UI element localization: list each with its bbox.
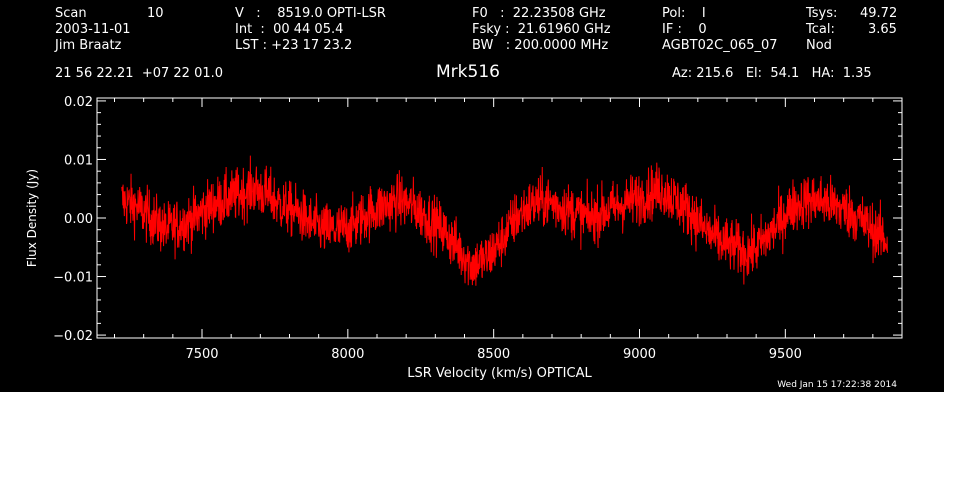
observer-name: Jim Braatz — [55, 38, 122, 53]
y-tick-label: −0.02 — [53, 329, 93, 344]
y-tick-label: 0.01 — [64, 153, 93, 168]
spectrum-chart: 7500 8000 8500 9000 9500 −0.02 −0.01 0.00 0.01 0.… — [25, 95, 903, 381]
az-el-ha: Az: 215.6 El: 54.1 HA: 1.35 — [672, 66, 872, 81]
x-tick-label: 7500 — [185, 347, 218, 362]
x-tick-label: 8500 — [477, 347, 510, 362]
x-axis-label: LSR Velocity (km/s) OPTICAL — [407, 366, 592, 381]
timestamp: Wed Jan 15 17:22:38 2014 — [777, 380, 897, 390]
obs-mode: Nod — [806, 38, 832, 53]
x-tick-label: 8000 — [331, 347, 364, 362]
spectrum-trace — [121, 155, 888, 286]
tcal-value: 3.65 — [868, 22, 897, 37]
y-tick-label: 0.02 — [64, 95, 93, 110]
obs-date: 2003-11-01 — [55, 22, 131, 37]
integration-time: Int : 00 44 05.4 — [235, 22, 344, 37]
scan-label: Scan — [55, 6, 87, 21]
project-id: AGBT02C_065_07 — [662, 38, 778, 53]
bandwidth: BW : 200.0000 MHz — [472, 38, 609, 53]
velocity-info: V : 8519.0 OPTI-LSR — [235, 6, 386, 21]
tsys-value: 49.72 — [860, 6, 898, 21]
x-tick-label: 9000 — [623, 347, 656, 362]
rest-frequency: F0 : 22.23508 GHz — [472, 6, 606, 21]
axis-ticks: 7500 8000 8500 9000 9500 −0.02 −0.01 0.00 0.01 0.… — [53, 95, 903, 362]
polarization: Pol: I — [662, 6, 706, 21]
x-tick-label: 9500 — [769, 347, 802, 362]
chart-title: Mrk516 — [436, 62, 500, 82]
sky-frequency: Fsky : 21.61960 GHz — [472, 22, 611, 37]
tcal-label: Tcal: — [806, 22, 835, 37]
if-number: IF : 0 — [662, 22, 707, 37]
spectrum-trace-layer — [121, 155, 888, 286]
y-tick-label: 0.00 — [64, 212, 93, 227]
source-coordinates: 21 56 22.21 +07 22 01.0 — [55, 66, 224, 81]
tsys-label: Tsys: — [806, 6, 838, 21]
lst-info: LST : +23 17 23.2 — [235, 38, 353, 53]
plot-window: Scan 10 2003-11-01 Jim Braatz V : 8519.0… — [0, 0, 944, 392]
y-axis-label: Flux Density (Jy) — [25, 169, 39, 267]
y-tick-label: −0.01 — [53, 271, 93, 286]
scan-value: 10 — [147, 6, 164, 21]
